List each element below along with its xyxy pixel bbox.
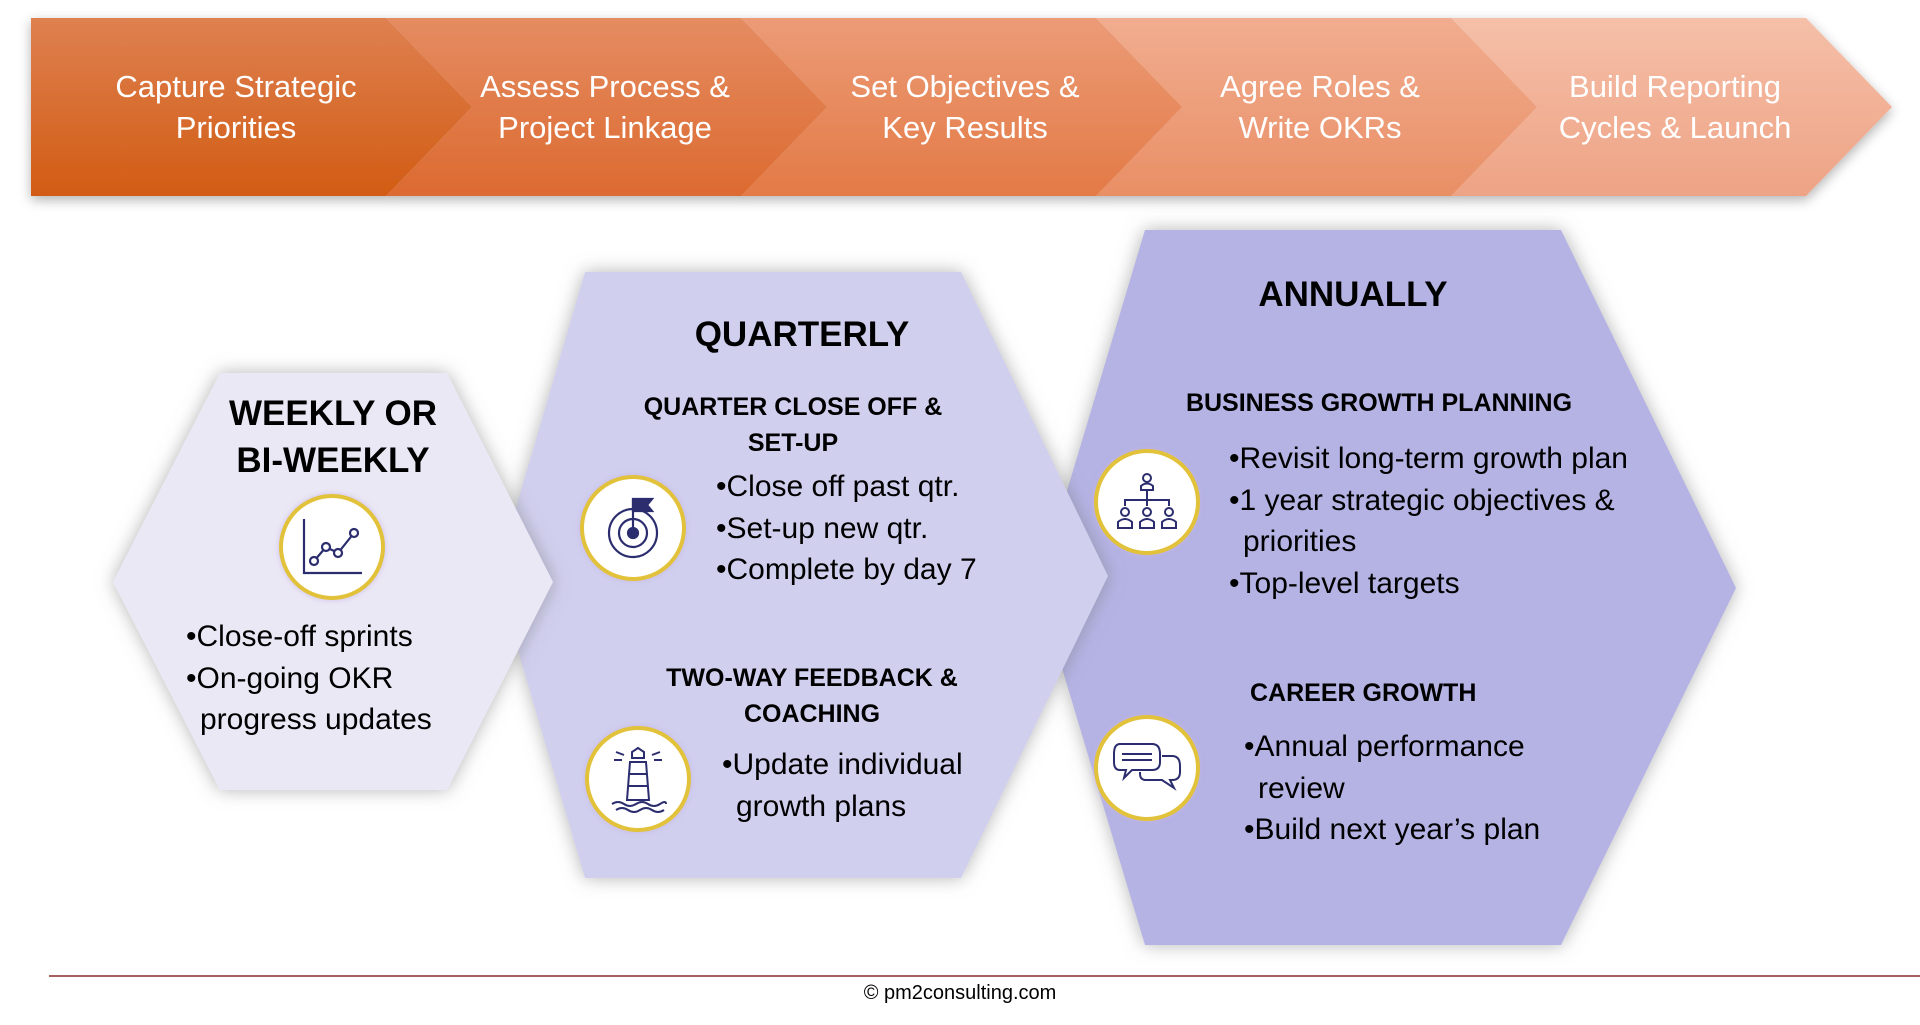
heading-line: TWO-WAY FEEDBACK & — [666, 664, 958, 692]
weekly-title-line1: WEEKLY OR — [228, 394, 438, 433]
weekly-title: WEEKLY OR BI-WEEKLY — [183, 390, 483, 484]
bullet-item: •Set-up new qtr. — [716, 511, 929, 545]
feedback-bullets: •Update individual growth plans — [722, 744, 1022, 827]
heading-line: QUARTER CLOSE OFF & — [643, 393, 943, 421]
step-2-shape — [386, 18, 827, 196]
process-step-4: Agree Roles & Write OKRs — [1220, 69, 1420, 145]
bullet-item: •Build next year’s plan — [1244, 813, 1541, 846]
speech-bubbles-icon — [1094, 715, 1200, 821]
business-growth-heading: BUSINESS GROWTH PLANNING — [1185, 389, 1573, 417]
weekly-bullets: •Close-off sprints •On-going OKR progres… — [186, 616, 506, 741]
line-chart-icon — [279, 494, 385, 600]
copyright-text: © pm2consulting.com — [863, 982, 1057, 1004]
weekly-title-line2: BI-WEEKLY — [236, 441, 430, 480]
target-flag-icon — [580, 475, 686, 581]
career-growth-heading: CAREER GROWTH — [1250, 679, 1477, 707]
career-growth-bullets: •Annual performance review •Build next y… — [1244, 726, 1604, 851]
bullet-item: •On-going OKR progress updates — [186, 661, 432, 737]
org-chart-icon — [1094, 449, 1200, 555]
bullet-item: •Update individual growth plans — [722, 748, 963, 823]
heading-line: SET-UP — [747, 429, 839, 457]
annual-hexagon — [1038, 230, 1736, 945]
quarterly-title: QUARTERLY — [694, 315, 910, 354]
lighthouse-icon — [585, 726, 691, 832]
business-growth-bullets: •Revisit long-term growth plan •1 year s… — [1229, 438, 1659, 604]
step-5-shape — [1451, 18, 1892, 196]
process-step-1: Capture Strategic Priorities — [115, 69, 357, 145]
annually-title: ANNUALLY — [1258, 275, 1448, 314]
step-4-shape — [1096, 18, 1537, 196]
bullet-item: •Top-level targets — [1229, 566, 1460, 600]
bullet-item: •1 year strategic objectives & prioritie… — [1229, 483, 1615, 559]
bullet-item: •Annual performance review — [1244, 730, 1525, 805]
process-step-2: Assess Process & Project Linkage — [480, 69, 730, 145]
heading-line: COACHING — [743, 700, 881, 728]
step-3-shape — [741, 18, 1182, 196]
step-1-shape — [31, 18, 472, 196]
quarter-close-bullets: •Close off past qtr. •Set-up new qtr. •C… — [716, 466, 1046, 591]
bullet-item: •Revisit long-term growth plan — [1229, 442, 1628, 475]
bullet-item: •Close off past qtr. — [716, 470, 960, 503]
quarter-close-heading: QUARTER CLOSE OFF & SET-UP — [593, 389, 993, 461]
bullet-item: •Complete by day 7 — [716, 553, 977, 586]
bullet-item: •Close-off sprints — [186, 620, 413, 653]
feedback-heading: TWO-WAY FEEDBACK & COACHING — [612, 660, 1012, 732]
process-step-5: Build Reporting Cycles & Launch — [1558, 69, 1792, 145]
process-step-3: Set Objectives & Key Results — [850, 69, 1080, 145]
